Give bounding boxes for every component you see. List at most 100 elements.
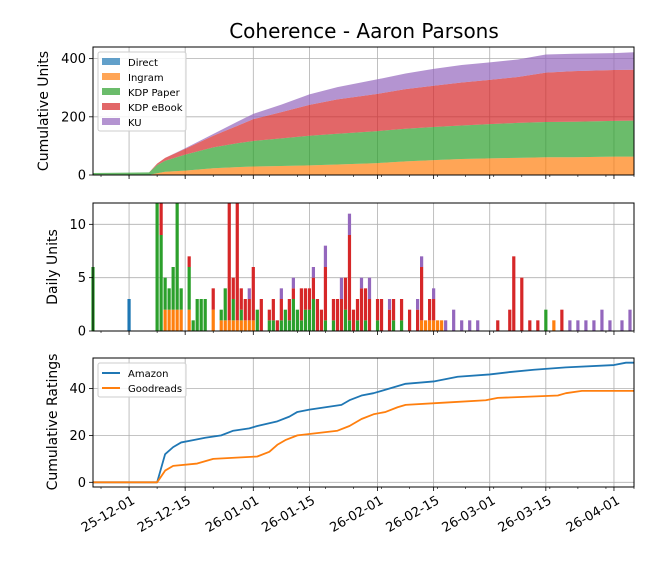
x-tick-label: 26-02-15 (384, 493, 443, 535)
cumulative-ratings-grid (93, 358, 634, 487)
bar-segment-kdp-ebook (159, 203, 163, 235)
bar-segment-ku (628, 309, 632, 331)
bar-segment-kdp-paper (239, 309, 243, 321)
bar-segment-kdp-ebook (339, 299, 344, 331)
bar-segment-ku (247, 288, 251, 299)
bar-segment-kdp-paper (231, 299, 235, 321)
bar-segment-ku (444, 320, 448, 331)
bar-segment-kdp-ebook (520, 277, 524, 331)
line-goodreads (93, 389, 634, 484)
cumulative-units-y-ticks: 0 200 400 (61, 52, 93, 184)
bar-segment-kdp-ebook (323, 267, 328, 321)
bar-segment-kdp-paper (291, 299, 295, 331)
bar-segment-kdp-ebook (375, 299, 380, 321)
bar-segment-ingram (436, 320, 440, 331)
cumulative-units-legend: Direct Ingram KDP Paper KDP eBook KU (97, 51, 187, 132)
legend-label: KDP Paper (128, 88, 181, 99)
bar-segment-kdp-ebook (528, 320, 532, 331)
bar-segment-ku (620, 320, 624, 331)
cumulative-units-axes-frame (92, 46, 635, 176)
bar-segment-ingram (432, 320, 436, 331)
bar-segment-kdp-paper (163, 277, 167, 310)
bar-segment-kdp-paper (255, 309, 259, 331)
bar-segment-kdp-paper (391, 320, 396, 331)
bar-segment-ingram (243, 320, 247, 331)
y-tick-label: 40 (69, 382, 86, 397)
bar-segment-ingram (163, 309, 167, 331)
cumulative-ratings-lines (93, 361, 634, 484)
bar-segment-ku (323, 245, 328, 267)
bar-segment-kdp-ebook (508, 309, 512, 331)
bar-segment-kdp-paper (279, 320, 283, 331)
y-tick-label: 200 (61, 110, 86, 125)
cumulative-ratings-ylabel: Cumulative Ratings (45, 354, 61, 491)
area-kdp-paper (93, 120, 634, 175)
bar-segment-kdp-ebook (536, 320, 540, 331)
bar-segment-ingram (227, 320, 231, 331)
cumulative-ratings-legend: Amazon Goodreads (97, 362, 187, 398)
bar-segment-kdp-paper (399, 320, 404, 331)
bar-segment-kdp-paper (271, 320, 275, 331)
bar-segment-kdp-ebook (271, 299, 275, 321)
y-tick-label: 5 (78, 271, 86, 286)
bar-segment-kdp-paper (155, 203, 159, 331)
line-amazon (93, 361, 634, 484)
bar-segment-kdp-ebook (420, 267, 424, 321)
bar-segment-kdp-ebook (363, 288, 368, 321)
daily-units-y-ticks: 0 5 10 (69, 218, 93, 340)
bar-segment-kdp-ebook (432, 299, 436, 321)
bar-segment-kdp-paper (171, 267, 175, 310)
bar-segment-kdp-ebook (428, 299, 432, 321)
bar-segment-ingram (428, 320, 432, 331)
area-ku (93, 52, 634, 173)
daily-units-axes-frame (92, 202, 635, 332)
x-tick-label: 26-03-01 (440, 493, 499, 535)
bar-segment-ku (291, 277, 295, 289)
legend-swatch (102, 88, 120, 95)
legend-label: KU (128, 118, 142, 129)
bar-segment-ku (568, 320, 572, 331)
bar-segment-kdp-ebook (279, 299, 283, 321)
bar-segment-ingram (239, 320, 243, 331)
bar-segment-ingram (235, 320, 239, 331)
bar-segment-kdp-ebook (259, 299, 263, 331)
bar-segment-kdp-paper (203, 299, 207, 331)
x-tick-label: 25-12-15 (135, 493, 194, 535)
bar-segment-ingram (440, 320, 444, 331)
legend-label: Ingram (128, 73, 164, 84)
bar-segment-kdp-paper (363, 320, 368, 331)
bar-segment-kdp-ebook (307, 288, 312, 310)
bar-segment-kdp-ebook (291, 288, 295, 299)
bar-segment-ingram (175, 309, 179, 331)
bar-segment-kdp-ebook (331, 299, 336, 321)
legend-label: KDP eBook (128, 103, 183, 114)
bar-segment-kdp-ebook (391, 299, 396, 321)
bar-segment-kdp-paper (544, 309, 548, 331)
bar-segment-kdp-paper (331, 320, 336, 331)
bar-segment-kdp-paper (323, 320, 328, 331)
x-tick-label: 26-02-01 (327, 493, 386, 535)
daily-units-ylabel: Daily Units (45, 229, 61, 305)
bar-segment-kdp-paper (311, 299, 316, 331)
bar-segment-ingram (167, 309, 171, 331)
x-tick-label: 25-12-01 (79, 493, 138, 535)
bar-segment-kdp-ebook (399, 299, 404, 321)
daily-units-panel: 0 5 10 Daily Units (45, 202, 635, 340)
bar-segment-kdp-ebook (275, 320, 279, 331)
bar-segment-ingram (424, 320, 428, 331)
bar-segment-ingram (231, 320, 235, 331)
bar-segment-kdp-paper (187, 267, 191, 310)
bar-segment-kdp-ebook (227, 203, 231, 321)
legend-swatch (102, 58, 120, 65)
cumulative-ratings-y-ticks: 0 20 40 (69, 382, 93, 491)
bar-segment-kdp-ebook (496, 320, 500, 331)
y-tick-label: 0 (78, 325, 86, 340)
bar-segment-kdp-ebook (359, 288, 364, 331)
legend-label: Goodreads (128, 384, 182, 395)
bar-segment-ku (452, 309, 456, 331)
bar-segment-ingram (251, 320, 255, 331)
y-tick-label: 10 (69, 218, 86, 233)
bar-segment-kdp-ebook (235, 203, 239, 321)
